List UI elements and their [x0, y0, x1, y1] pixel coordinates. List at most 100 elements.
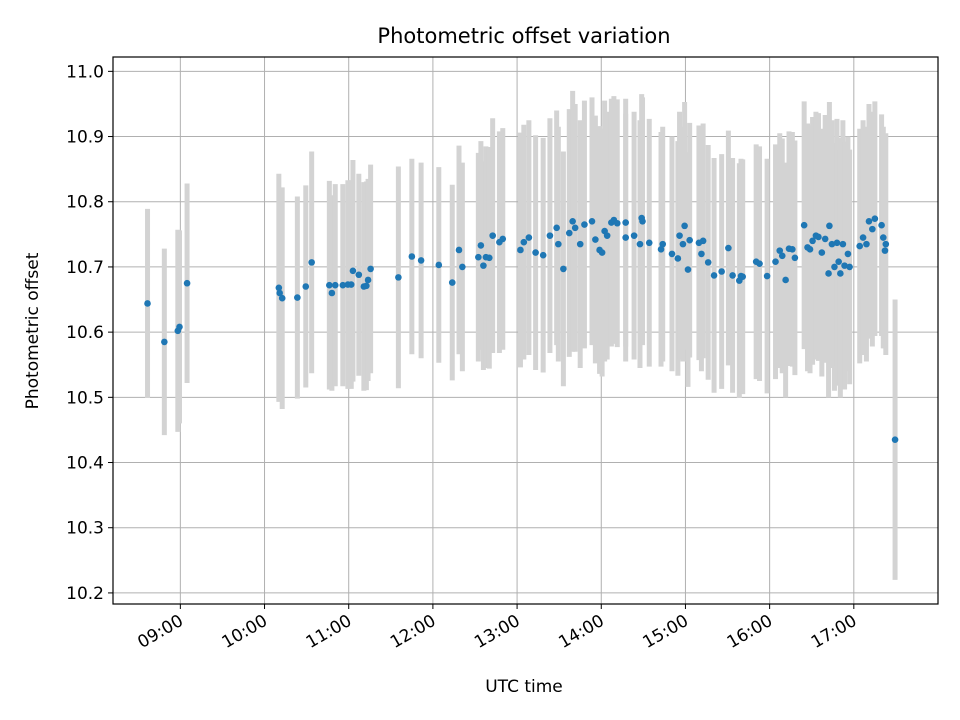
- data-points: [144, 214, 899, 444]
- data-point: [435, 261, 443, 269]
- y-tick-label: 10.9: [66, 128, 104, 148]
- data-point: [598, 249, 606, 256]
- data-point: [839, 240, 847, 248]
- data-point: [553, 224, 560, 232]
- data-point: [302, 283, 310, 290]
- data-point: [718, 268, 725, 275]
- data-point: [275, 284, 283, 292]
- data-point: [679, 240, 687, 248]
- data-point: [592, 236, 599, 243]
- data-point: [837, 270, 844, 277]
- data-point: [869, 225, 876, 233]
- data-point: [645, 239, 653, 247]
- data-point: [569, 217, 576, 225]
- data-point: [844, 250, 852, 258]
- y-tick-label: 10.6: [66, 323, 104, 343]
- data-point: [630, 232, 638, 239]
- data-point: [806, 246, 814, 253]
- y-tick-label: 10.3: [66, 519, 104, 539]
- data-point: [698, 250, 705, 258]
- data-point: [613, 219, 621, 227]
- data-point: [863, 240, 870, 248]
- data-point: [891, 436, 899, 444]
- data-point: [636, 240, 644, 248]
- y-tick-label: 10.2: [66, 584, 104, 604]
- data-point: [539, 251, 547, 259]
- data-point: [828, 240, 836, 248]
- data-point: [871, 215, 879, 222]
- data-point: [763, 272, 771, 280]
- y-tick-label: 11.0: [66, 62, 104, 82]
- data-point: [776, 247, 784, 254]
- y-axis-title: Photometric offset: [23, 252, 43, 409]
- data-point: [676, 232, 683, 239]
- data-point: [856, 242, 864, 250]
- data-point: [459, 263, 466, 271]
- y-tick-label: 10.5: [66, 388, 104, 408]
- data-point: [639, 217, 646, 225]
- data-point: [532, 249, 539, 256]
- data-point: [328, 289, 336, 297]
- data-point: [821, 235, 829, 243]
- data-point: [363, 282, 370, 290]
- data-point: [756, 260, 763, 267]
- data-point: [517, 246, 524, 254]
- data-point: [144, 300, 151, 307]
- data-point: [879, 234, 887, 241]
- data-point: [704, 259, 712, 266]
- data-point: [339, 281, 347, 289]
- data-point: [367, 265, 374, 273]
- data-point: [546, 232, 554, 239]
- data-point: [622, 219, 629, 226]
- y-tick-label: 10.7: [66, 258, 104, 278]
- data-point: [699, 237, 707, 245]
- data-point: [800, 221, 808, 229]
- data-point: [455, 246, 463, 254]
- data-point: [789, 246, 796, 253]
- data-point: [499, 235, 507, 243]
- data-point: [686, 236, 693, 244]
- data-point: [480, 262, 487, 269]
- data-point: [489, 232, 496, 239]
- data-point: [326, 281, 333, 289]
- data-point: [668, 250, 676, 258]
- chart-title: Photometric offset variation: [377, 24, 670, 48]
- data-point: [846, 263, 853, 271]
- data-point: [475, 253, 482, 261]
- data-point: [681, 222, 688, 230]
- data-point: [581, 221, 588, 228]
- data-point: [176, 323, 183, 331]
- data-point: [657, 246, 665, 253]
- data-point: [878, 221, 885, 229]
- data-point: [408, 253, 416, 260]
- data-point: [161, 338, 168, 346]
- data-point: [565, 229, 573, 237]
- data-point: [276, 289, 283, 297]
- data-point: [560, 265, 567, 273]
- data-point: [835, 258, 842, 266]
- y-tick-label: 10.4: [66, 454, 104, 474]
- data-point: [364, 276, 372, 284]
- data-point: [294, 294, 301, 301]
- data-point: [183, 279, 191, 287]
- data-point: [881, 247, 889, 254]
- data-point: [818, 249, 826, 256]
- data-point: [448, 279, 456, 286]
- data-point: [278, 294, 286, 302]
- data-point: [555, 240, 562, 248]
- data-point: [576, 240, 584, 248]
- data-point: [831, 263, 838, 271]
- data-point: [882, 240, 890, 248]
- plot-area-frame: [112, 56, 939, 605]
- data-point: [355, 271, 363, 279]
- x-axis-title: UTC time: [485, 677, 563, 697]
- data-point: [841, 262, 848, 269]
- data-point: [815, 233, 822, 241]
- y-tick-label: 10.8: [66, 193, 104, 213]
- data-point: [477, 242, 485, 249]
- data-point: [525, 234, 533, 241]
- data-point: [571, 224, 579, 232]
- data-point: [725, 244, 732, 252]
- data-point: [778, 252, 786, 260]
